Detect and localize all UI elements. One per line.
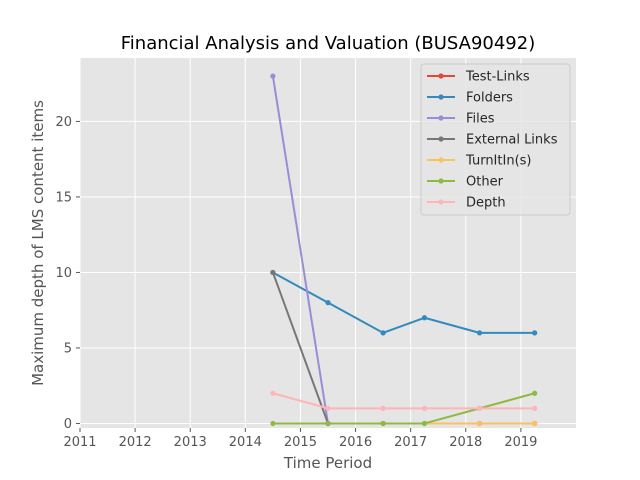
legend-marker-external-links — [438, 136, 444, 142]
data-point-files — [270, 73, 276, 79]
legend-box — [420, 63, 571, 216]
series-folders — [270, 269, 538, 336]
data-point-depth — [476, 405, 483, 411]
data-point-depth — [325, 405, 331, 411]
x-tick-label: 2015 — [284, 435, 317, 450]
data-point-depth — [380, 405, 386, 411]
legend-marker-folders — [438, 94, 444, 100]
series-line-depth — [272, 392, 535, 410]
data-point-external-links — [270, 269, 276, 276]
y-tick-label: 20 — [55, 115, 72, 130]
data-point-depth — [270, 390, 276, 396]
x-tick-label: 2019 — [504, 435, 537, 450]
data-point-turnitin-s — [532, 420, 538, 427]
data-point-other — [380, 420, 386, 427]
legend-marker-depth — [438, 199, 444, 205]
legend-label-depth: Depth — [466, 196, 506, 211]
chart-title: Financial Analysis and Valuation (BUSA90… — [121, 33, 536, 54]
legend-label-turnitin-s: TurnItIn(s) — [465, 154, 531, 169]
y-tick-label: 15 — [55, 190, 72, 205]
data-point-depth — [532, 405, 538, 411]
legend-marker-test-links — [438, 73, 444, 79]
y-axis-label: Maximum depth of LMS content items — [29, 100, 47, 386]
data-point-folders — [421, 315, 428, 321]
legend-marker-turnitin-s — [438, 157, 444, 163]
x-tick-label: 2014 — [229, 435, 262, 450]
data-point-other — [421, 420, 428, 427]
x-tick-label: 2016 — [339, 435, 372, 450]
series-line-other — [272, 392, 535, 425]
legend: Test-Links Folders Files External Links Turn… — [420, 63, 571, 216]
x-tick-label: 2011 — [63, 435, 96, 450]
data-point-other — [532, 390, 538, 396]
legend-marker-files — [438, 115, 444, 121]
x-tick-label: 2018 — [449, 435, 482, 450]
series-line-folders — [272, 271, 535, 334]
x-tick-labels: 2011 2012 2013 2014 2015 2016 2017 2018 2019 — [63, 435, 537, 450]
x-tick-label: 2017 — [394, 435, 427, 450]
legend-label-test-links: Test-Links — [465, 70, 530, 85]
data-point-depth — [421, 405, 428, 411]
x-axis-label: Time Period — [283, 454, 372, 472]
y-tick-label: 0 — [64, 417, 72, 432]
data-point-other — [325, 420, 331, 427]
legend-marker-other — [438, 178, 444, 184]
x-tick-label: 2013 — [174, 435, 207, 450]
series-lines — [270, 73, 538, 427]
legend-label-other: Other — [466, 175, 504, 190]
data-point-folders — [532, 330, 538, 336]
y-tick-labels: 0 5 10 15 20 — [55, 115, 72, 432]
data-point-other — [270, 420, 276, 427]
y-tick-label: 10 — [55, 266, 72, 281]
data-point-folders — [325, 300, 331, 306]
series-line-external-links — [271, 272, 329, 424]
legend-label-external-links: External Links — [466, 133, 558, 148]
legend-label-files: Files — [466, 112, 495, 127]
y-tick-label: 5 — [64, 341, 72, 356]
series-depth — [270, 390, 538, 411]
series-line-files — [271, 75, 329, 424]
x-tick-label: 2012 — [119, 435, 152, 450]
data-point-folders — [380, 330, 386, 336]
data-point-folders — [476, 330, 483, 336]
legend-label-folders: Folders — [466, 91, 513, 106]
data-point-turnitin-s — [476, 420, 483, 427]
